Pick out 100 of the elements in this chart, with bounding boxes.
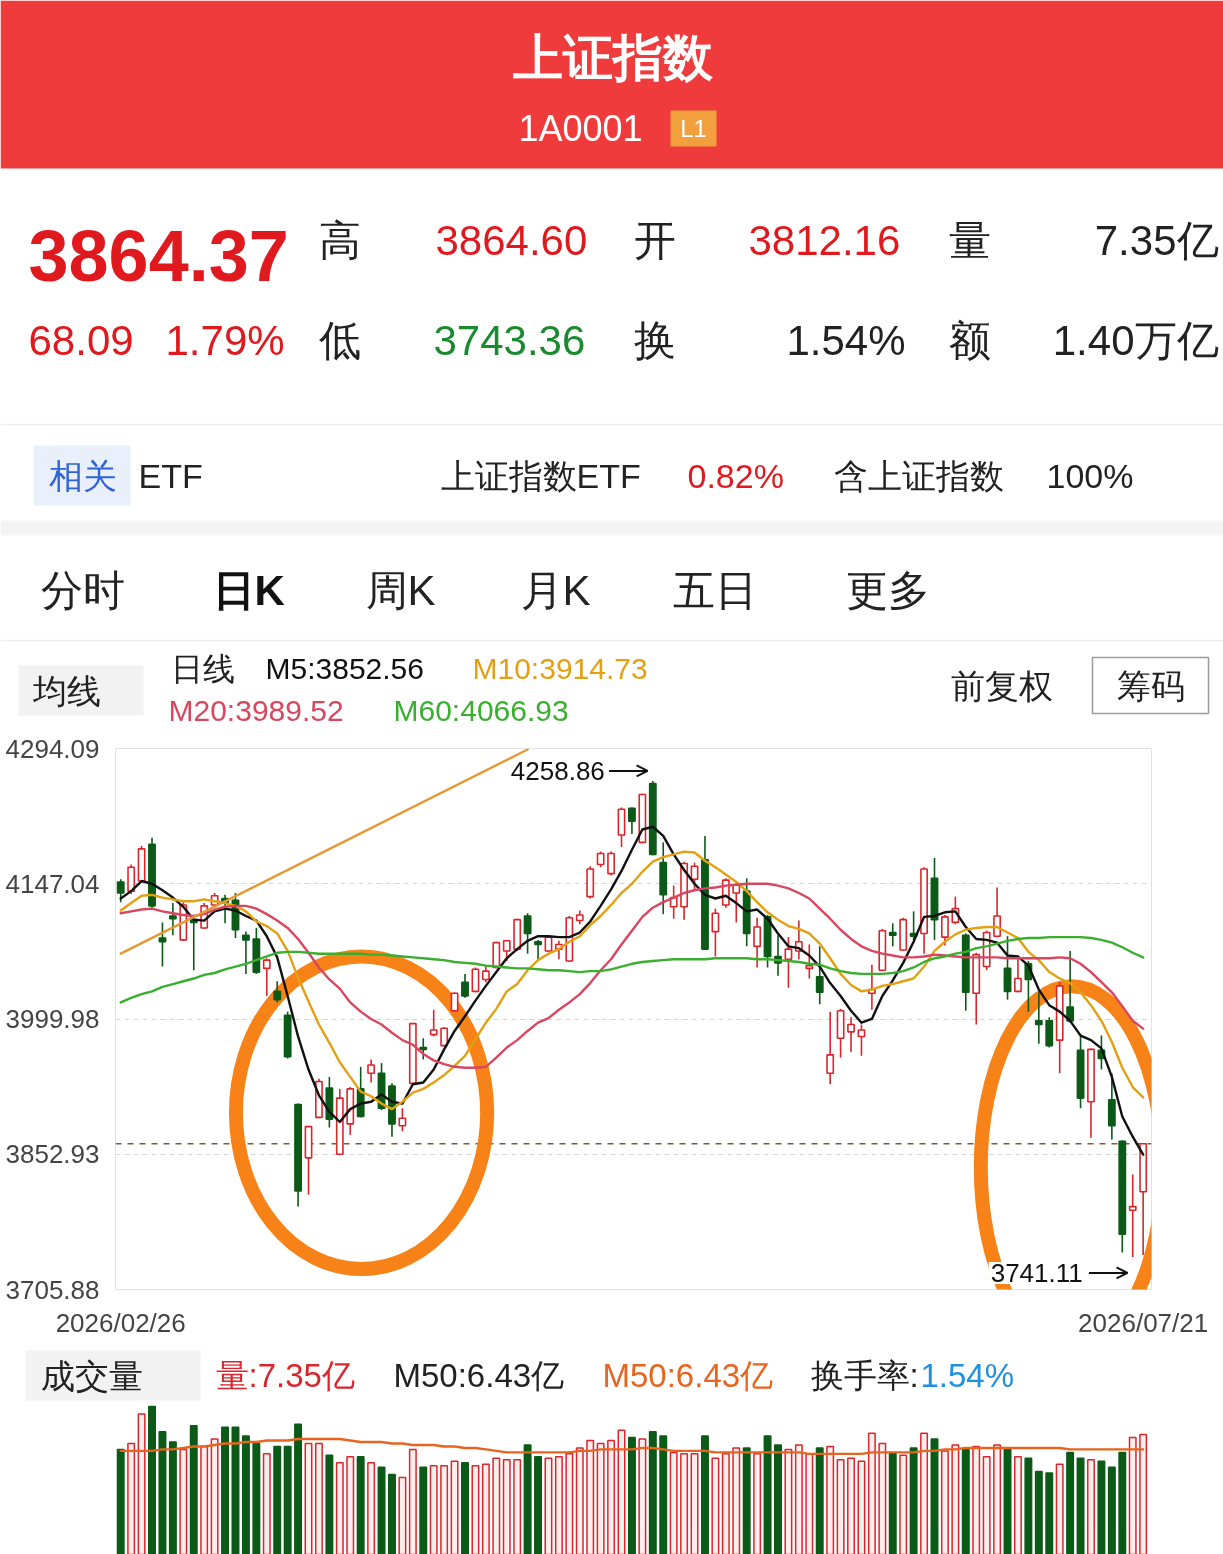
candlestick <box>241 930 250 975</box>
bar <box>1066 1451 1075 1554</box>
candlestick <box>669 884 678 920</box>
bar <box>763 1435 772 1554</box>
bar <box>534 1456 543 1554</box>
bar <box>502 1459 511 1554</box>
candlestick <box>367 1058 376 1084</box>
text: 上证指数 <box>511 29 714 86</box>
text: 100% <box>1046 456 1134 495</box>
bar <box>774 1444 782 1554</box>
bar <box>836 1459 845 1554</box>
candlestick <box>784 936 793 989</box>
bar <box>867 1432 876 1554</box>
candlestick <box>826 1010 835 1086</box>
candlestick <box>847 1016 855 1053</box>
candlestick <box>815 945 824 1006</box>
candlestick <box>262 957 271 997</box>
bar <box>982 1456 991 1554</box>
bar <box>408 1448 417 1554</box>
bar <box>742 1447 751 1554</box>
text: 1.40万亿 <box>1052 317 1219 364</box>
bar <box>805 1453 814 1554</box>
candlestick <box>523 912 532 955</box>
bar <box>1107 1466 1116 1554</box>
bar <box>961 1447 970 1554</box>
bar <box>419 1466 428 1554</box>
bar <box>815 1447 824 1554</box>
bar <box>1087 1459 1095 1554</box>
text: 均线 <box>31 671 101 710</box>
candlestick <box>461 973 469 999</box>
bar <box>325 1454 334 1554</box>
candlestick <box>1014 956 1022 994</box>
bar <box>899 1454 908 1554</box>
text: 换 <box>633 317 676 364</box>
bar <box>680 1453 689 1554</box>
bar <box>1097 1460 1106 1554</box>
bar <box>1128 1436 1137 1554</box>
x-tick-label: 2026/07/21 <box>1078 1307 1209 1338</box>
bar <box>554 1456 563 1554</box>
candlestick <box>127 863 136 895</box>
bar <box>794 1444 803 1554</box>
text: 低 <box>318 317 361 364</box>
bar <box>847 1457 856 1554</box>
candlestick <box>1034 991 1043 1045</box>
bar <box>294 1423 303 1554</box>
text: 额 <box>948 317 991 364</box>
candlestick <box>711 907 720 958</box>
candlestick <box>158 921 167 968</box>
text: 含上证指数 <box>833 456 1004 495</box>
y-tick-label: 3999.98 <box>5 1004 100 1034</box>
text: 相关 <box>48 456 117 495</box>
candlestick <box>941 914 949 947</box>
text: 3864.60 <box>435 217 588 264</box>
text: 3864.37 <box>28 215 289 296</box>
bar <box>993 1444 1002 1554</box>
text: 前复权 <box>950 666 1053 705</box>
candlestick <box>607 850 615 877</box>
line-series <box>119 882 1145 1069</box>
bar <box>148 1405 156 1554</box>
bar <box>189 1424 198 1554</box>
x-tick-label: 2026/02/26 <box>55 1307 186 1338</box>
text: 3812.16 <box>748 217 901 264</box>
bar <box>586 1439 595 1554</box>
bar <box>1003 1448 1012 1554</box>
bar <box>471 1464 480 1554</box>
text: M20:3989.52 <box>168 694 344 727</box>
candlestick <box>440 1026 449 1048</box>
bar <box>283 1445 292 1554</box>
bar <box>346 1456 355 1554</box>
bar <box>377 1466 386 1554</box>
text: ETF <box>138 456 203 495</box>
bar <box>784 1448 793 1554</box>
candlestick <box>419 1037 428 1061</box>
bar <box>221 1426 230 1554</box>
bar <box>367 1461 376 1554</box>
bar <box>335 1461 344 1554</box>
line-series <box>119 825 1145 1156</box>
annotation: 4258.86 <box>510 755 605 786</box>
text: 1.54% <box>920 1357 1015 1394</box>
bar <box>210 1438 219 1554</box>
annotation: 3741.11 <box>990 1257 1083 1288</box>
bar <box>1055 1463 1064 1554</box>
bar <box>920 1432 929 1554</box>
text: M60:4066.93 <box>393 694 569 727</box>
bar <box>596 1442 605 1554</box>
bar <box>252 1442 261 1554</box>
bar <box>440 1464 449 1554</box>
candlestick <box>450 991 459 1013</box>
bar <box>565 1453 574 1554</box>
text: 1A0001 <box>518 108 643 149</box>
bar <box>262 1453 271 1554</box>
line-series <box>119 935 1145 1004</box>
bar <box>450 1460 459 1554</box>
bar <box>575 1447 584 1554</box>
text: 量:7.35亿 <box>215 1357 355 1394</box>
text: 周K <box>365 567 436 614</box>
bar <box>700 1435 709 1554</box>
candlestick <box>753 917 762 969</box>
bar <box>638 1438 647 1554</box>
text: 3743.36 <box>433 317 586 364</box>
